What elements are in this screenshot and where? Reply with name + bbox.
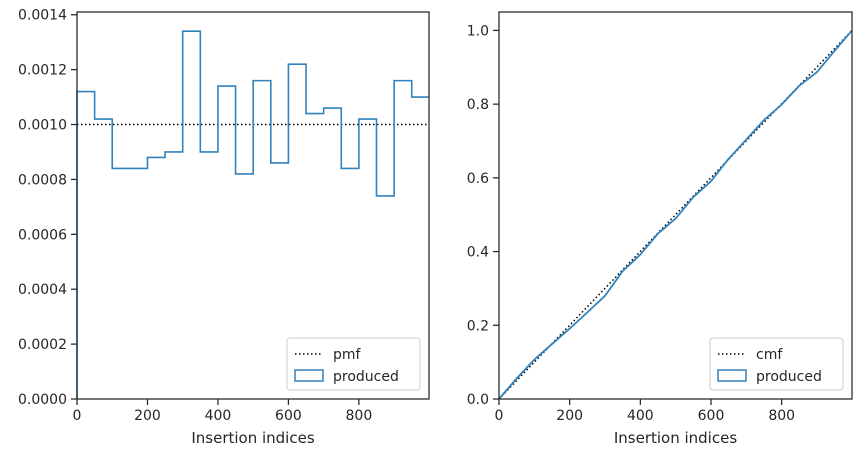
left-x-axis-label: Insertion indices [191,429,314,447]
histogram-bin [165,152,183,153]
histogram-bin [95,119,113,120]
x-tick-label: 200 [134,408,161,424]
histogram-bin [394,81,412,82]
right-plot-frame [498,11,853,400]
x-tick-label: 400 [627,408,654,424]
histogram-bin [271,163,289,164]
y-tick-label: 0.8 [467,97,489,113]
y-tick-label: 0.0008 [18,172,67,188]
histogram-bin [147,157,165,158]
right-plot-series [498,29,853,400]
y-tick-label: 0.0014 [18,8,67,24]
x-tick-label: 0 [73,408,82,424]
right-legend-cmf-label: cmf [756,347,783,363]
y-tick-label: 0.0012 [18,63,67,79]
produced-step-line [76,30,429,399]
y-tick-label: 0.0010 [18,118,67,134]
histogram-bin [288,64,306,65]
x-tick-label: 800 [768,408,795,424]
right-legend-produced-label: produced [756,369,822,385]
y-tick-label: 1.0 [467,23,489,39]
left-legend-produced-label: produced [333,369,399,385]
x-tick-label: 0 [495,408,504,424]
right-legend: cmf produced [709,337,844,391]
histogram-bin [324,108,342,109]
left-legend: pmf produced [286,337,421,391]
right-x-axis-label: Insertion indices [614,429,737,447]
histogram-bin [130,168,148,169]
y-tick-label: 0.0 [467,392,489,408]
pmf-histogram-panel: 0 200 400 600 800 0.0000 0.0002 0.0004 0.0006 0.0… [18,8,430,447]
histogram-bin [376,196,394,197]
y-tick-label: 0.0006 [18,227,67,243]
histogram-bin [253,81,271,82]
right-axis-ticks: 0 200 400 600 800 0.0 0.2 0.4 0.6 0.8 1.0 [467,23,795,424]
right-legend-produced-swatch [717,369,747,382]
histogram-bin [359,119,377,120]
y-tick-label: 0.4 [467,245,489,261]
left-legend-pmf-label: pmf [333,347,362,363]
produced-cumulative-line [498,29,853,400]
y-tick-label: 0.2 [467,318,489,334]
histogram-bin [77,92,95,93]
histogram-bin [112,168,130,169]
left-axis-ticks: 0 200 400 600 800 0.0000 0.0002 0.0004 0.0006 0.0… [18,8,372,424]
left-plot-series [76,30,429,399]
right-legend-box [709,337,844,391]
x-tick-label: 800 [346,408,373,424]
y-tick-label: 0.0000 [18,392,67,408]
left-plot-frame [76,11,430,400]
cmf-panel: 0 200 400 600 800 0.0 0.2 0.4 0.6 0.8 1.0 Insertio… [467,11,853,447]
x-tick-label: 400 [205,408,232,424]
histogram-bin [183,31,201,32]
left-legend-produced-swatch [294,369,324,382]
y-tick-label: 0.0002 [18,337,67,353]
x-tick-label: 600 [275,408,302,424]
histogram-bin [306,114,324,115]
histogram-bin [341,168,359,169]
x-tick-label: 200 [556,408,583,424]
y-tick-label: 0.6 [467,171,489,187]
histogram-bin [236,174,254,175]
x-tick-label: 600 [698,408,725,424]
left-legend-box [286,337,421,391]
histogram-bin [412,97,429,98]
y-tick-label: 0.0004 [18,282,67,298]
histogram-bin [200,152,218,153]
histogram-bin [218,86,236,87]
